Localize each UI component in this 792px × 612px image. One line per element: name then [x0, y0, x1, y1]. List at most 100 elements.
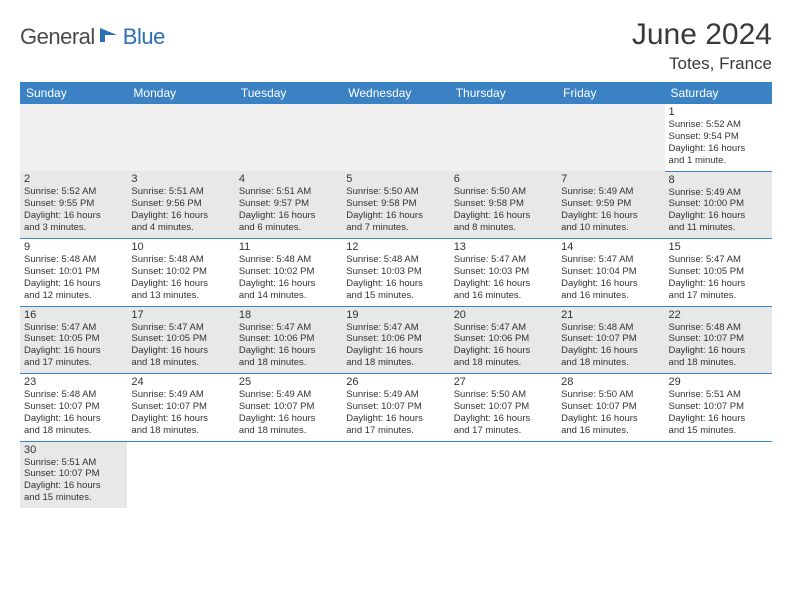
day-info: Sunrise: 5:52 AMSunset: 9:55 PMDaylight:… — [24, 186, 123, 234]
day-number: 23 — [24, 376, 123, 388]
day-number: 26 — [346, 376, 445, 388]
day-number: 10 — [131, 241, 230, 253]
day-cell: 6Sunrise: 5:50 AMSunset: 9:58 PMDaylight… — [450, 171, 557, 239]
day-cell: 12Sunrise: 5:48 AMSunset: 10:03 PMDaylig… — [342, 239, 449, 307]
day-cell: 2Sunrise: 5:52 AMSunset: 9:55 PMDaylight… — [20, 171, 127, 239]
day-cell — [20, 104, 127, 171]
day-cell: 22Sunrise: 5:48 AMSunset: 10:07 PMDaylig… — [665, 306, 772, 374]
day-cell — [235, 104, 342, 171]
day-cell — [450, 104, 557, 171]
day-cell: 23Sunrise: 5:48 AMSunset: 10:07 PMDaylig… — [20, 374, 127, 442]
calendar-week-row: 9Sunrise: 5:48 AMSunset: 10:01 PMDayligh… — [20, 239, 772, 307]
calendar-table: Sunday Monday Tuesday Wednesday Thursday… — [20, 82, 772, 508]
day-info: Sunrise: 5:49 AMSunset: 9:59 PMDaylight:… — [561, 186, 660, 234]
day-info: Sunrise: 5:52 AMSunset: 9:54 PMDaylight:… — [669, 119, 768, 167]
day-info: Sunrise: 5:51 AMSunset: 10:07 PMDaylight… — [24, 457, 123, 505]
day-info: Sunrise: 5:47 AMSunset: 10:05 PMDaylight… — [131, 322, 230, 370]
day-number: 24 — [131, 376, 230, 388]
day-cell: 20Sunrise: 5:47 AMSunset: 10:06 PMDaylig… — [450, 306, 557, 374]
day-number: 7 — [561, 173, 660, 185]
day-cell: 27Sunrise: 5:50 AMSunset: 10:07 PMDaylig… — [450, 374, 557, 442]
location: Totes, France — [632, 54, 772, 74]
day-number: 19 — [346, 309, 445, 321]
weekday-header: Thursday — [450, 82, 557, 104]
day-number: 29 — [669, 376, 768, 388]
page: General Blue June 2024 Totes, France Sun… — [0, 0, 792, 526]
day-cell — [342, 104, 449, 171]
calendar-week-row: 30Sunrise: 5:51 AMSunset: 10:07 PMDaylig… — [20, 441, 772, 508]
day-cell — [557, 104, 664, 171]
day-info: Sunrise: 5:49 AMSunset: 10:07 PMDaylight… — [346, 389, 445, 437]
weekday-header: Saturday — [665, 82, 772, 104]
day-info: Sunrise: 5:49 AMSunset: 10:07 PMDaylight… — [131, 389, 230, 437]
day-number: 2 — [24, 173, 123, 185]
logo-text-blue: Blue — [123, 24, 165, 50]
day-number: 8 — [669, 174, 768, 186]
day-cell: 3Sunrise: 5:51 AMSunset: 9:56 PMDaylight… — [127, 171, 234, 239]
day-cell: 8Sunrise: 5:49 AMSunset: 10:00 PMDayligh… — [665, 171, 772, 239]
weekday-header: Sunday — [20, 82, 127, 104]
day-cell: 9Sunrise: 5:48 AMSunset: 10:01 PMDayligh… — [20, 239, 127, 307]
day-cell — [450, 441, 557, 508]
day-info: Sunrise: 5:49 AMSunset: 10:07 PMDaylight… — [239, 389, 338, 437]
day-number: 27 — [454, 376, 553, 388]
weekday-header: Tuesday — [235, 82, 342, 104]
day-cell: 29Sunrise: 5:51 AMSunset: 10:07 PMDaylig… — [665, 374, 772, 442]
weekday-header: Wednesday — [342, 82, 449, 104]
day-cell: 15Sunrise: 5:47 AMSunset: 10:05 PMDaylig… — [665, 239, 772, 307]
day-number: 5 — [346, 173, 445, 185]
day-number: 28 — [561, 376, 660, 388]
day-cell: 24Sunrise: 5:49 AMSunset: 10:07 PMDaylig… — [127, 374, 234, 442]
day-number: 12 — [346, 241, 445, 253]
day-cell: 7Sunrise: 5:49 AMSunset: 9:59 PMDaylight… — [557, 171, 664, 239]
day-info: Sunrise: 5:47 AMSunset: 10:04 PMDaylight… — [561, 254, 660, 302]
day-info: Sunrise: 5:47 AMSunset: 10:06 PMDaylight… — [346, 322, 445, 370]
day-cell: 18Sunrise: 5:47 AMSunset: 10:06 PMDaylig… — [235, 306, 342, 374]
day-info: Sunrise: 5:48 AMSunset: 10:01 PMDaylight… — [24, 254, 123, 302]
day-cell: 21Sunrise: 5:48 AMSunset: 10:07 PMDaylig… — [557, 306, 664, 374]
day-number: 9 — [24, 241, 123, 253]
title-block: June 2024 Totes, France — [632, 18, 772, 74]
day-number: 6 — [454, 173, 553, 185]
day-number: 20 — [454, 309, 553, 321]
day-info: Sunrise: 5:50 AMSunset: 9:58 PMDaylight:… — [454, 186, 553, 234]
day-cell — [127, 441, 234, 508]
day-cell: 16Sunrise: 5:47 AMSunset: 10:05 PMDaylig… — [20, 306, 127, 374]
day-cell — [127, 104, 234, 171]
weekday-header: Monday — [127, 82, 234, 104]
day-info: Sunrise: 5:47 AMSunset: 10:05 PMDaylight… — [669, 254, 768, 302]
calendar-week-row: 23Sunrise: 5:48 AMSunset: 10:07 PMDaylig… — [20, 374, 772, 442]
day-cell: 28Sunrise: 5:50 AMSunset: 10:07 PMDaylig… — [557, 374, 664, 442]
weekday-header: Friday — [557, 82, 664, 104]
day-info: Sunrise: 5:50 AMSunset: 9:58 PMDaylight:… — [346, 186, 445, 234]
day-cell: 14Sunrise: 5:47 AMSunset: 10:04 PMDaylig… — [557, 239, 664, 307]
day-info: Sunrise: 5:48 AMSunset: 10:07 PMDaylight… — [669, 322, 768, 370]
flag-icon — [99, 26, 121, 49]
day-cell — [342, 441, 449, 508]
header: General Blue June 2024 Totes, France — [20, 18, 772, 74]
day-number: 4 — [239, 173, 338, 185]
day-info: Sunrise: 5:48 AMSunset: 10:07 PMDaylight… — [24, 389, 123, 437]
day-cell — [557, 441, 664, 508]
day-cell — [235, 441, 342, 508]
day-cell: 19Sunrise: 5:47 AMSunset: 10:06 PMDaylig… — [342, 306, 449, 374]
day-number: 17 — [131, 309, 230, 321]
day-number: 25 — [239, 376, 338, 388]
day-info: Sunrise: 5:51 AMSunset: 10:07 PMDaylight… — [669, 389, 768, 437]
day-info: Sunrise: 5:49 AMSunset: 10:00 PMDaylight… — [669, 187, 768, 235]
day-number: 3 — [131, 173, 230, 185]
day-cell: 25Sunrise: 5:49 AMSunset: 10:07 PMDaylig… — [235, 374, 342, 442]
day-cell: 4Sunrise: 5:51 AMSunset: 9:57 PMDaylight… — [235, 171, 342, 239]
day-cell: 5Sunrise: 5:50 AMSunset: 9:58 PMDaylight… — [342, 171, 449, 239]
day-info: Sunrise: 5:47 AMSunset: 10:06 PMDaylight… — [239, 322, 338, 370]
day-cell: 1Sunrise: 5:52 AMSunset: 9:54 PMDaylight… — [665, 104, 772, 171]
day-info: Sunrise: 5:48 AMSunset: 10:02 PMDaylight… — [239, 254, 338, 302]
day-info: Sunrise: 5:47 AMSunset: 10:03 PMDaylight… — [454, 254, 553, 302]
day-number: 21 — [561, 309, 660, 321]
day-info: Sunrise: 5:48 AMSunset: 10:03 PMDaylight… — [346, 254, 445, 302]
day-info: Sunrise: 5:47 AMSunset: 10:05 PMDaylight… — [24, 322, 123, 370]
weekday-header-row: Sunday Monday Tuesday Wednesday Thursday… — [20, 82, 772, 104]
day-info: Sunrise: 5:50 AMSunset: 10:07 PMDaylight… — [454, 389, 553, 437]
calendar-week-row: 16Sunrise: 5:47 AMSunset: 10:05 PMDaylig… — [20, 306, 772, 374]
day-number: 11 — [239, 241, 338, 253]
